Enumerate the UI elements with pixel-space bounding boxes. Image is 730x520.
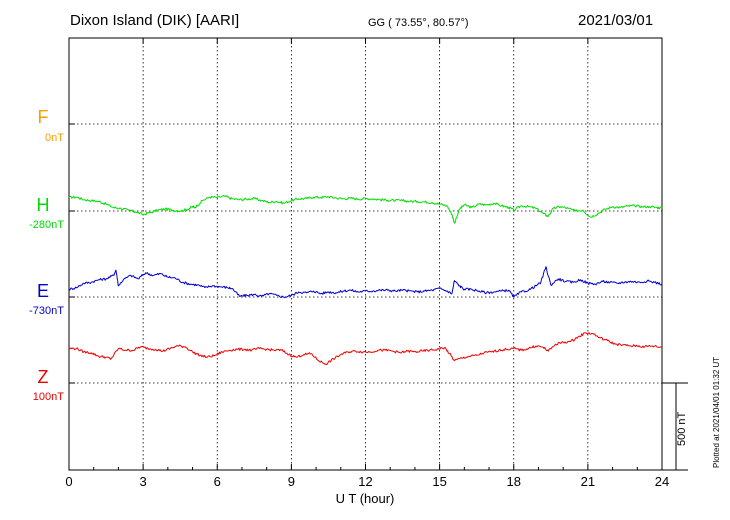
x-tick-label: 12 <box>358 474 372 489</box>
channel-e-baseline: -730nT <box>29 305 64 317</box>
channel-h-baseline: -280nT <box>29 219 64 231</box>
x-tick-label: 6 <box>214 474 221 489</box>
station-title: Dixon Island (DIK) [AARI] <box>70 12 240 29</box>
channel-z-label: Z <box>37 367 49 387</box>
scale-bar-label: 500 nT <box>676 411 688 446</box>
x-tick-label: 3 <box>140 474 147 489</box>
x-tick-label: 15 <box>432 474 446 489</box>
plotted-timestamp: Plotted at 2021/04/01 01:32 UT <box>712 356 721 468</box>
plot-date: 2021/03/01 <box>578 12 654 29</box>
x-tick-label: 18 <box>507 474 521 489</box>
channel-e-label: E <box>36 281 49 301</box>
channel-z-baseline: 100nT <box>32 391 64 403</box>
x-tick-label: 9 <box>288 474 295 489</box>
x-axis-ticks: 0 3 6 9 12 15 18 21 24 <box>65 38 669 489</box>
data-series <box>68 195 663 365</box>
channel-baselines <box>69 123 662 384</box>
series-line-e <box>68 266 663 299</box>
channel-f-label: F <box>37 107 49 127</box>
scale-bar <box>662 382 688 471</box>
series-line-h <box>68 195 663 224</box>
series-line-z <box>68 332 663 365</box>
x-axis-title: U T (hour) <box>336 491 395 506</box>
grid-lines <box>142 38 589 470</box>
channel-f-baseline: 0nT <box>45 132 64 144</box>
x-tick-label: 24 <box>655 474 669 489</box>
channel-h-label: H <box>36 195 50 215</box>
x-tick-label: 0 <box>65 474 72 489</box>
station-coordinates: GG ( 73.55°, 80.57°) <box>368 17 469 29</box>
x-tick-label: 21 <box>581 474 595 489</box>
